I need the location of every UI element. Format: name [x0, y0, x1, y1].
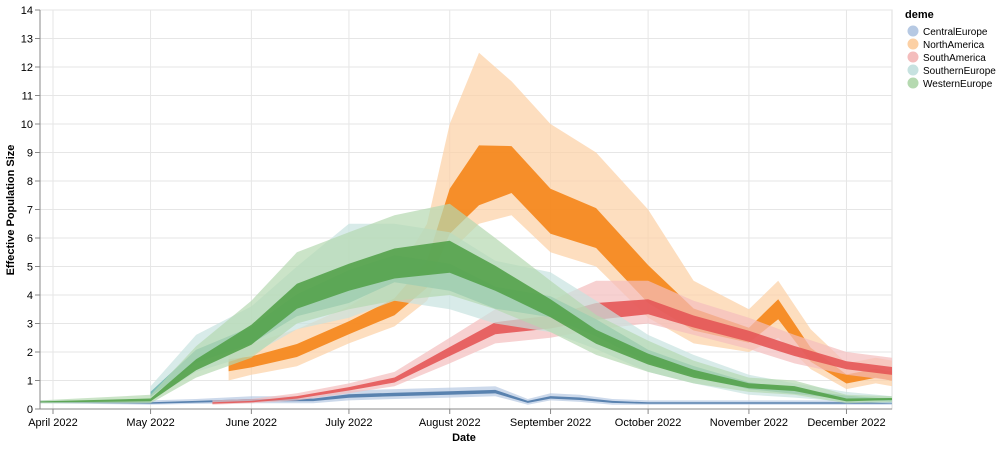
- x-tick-label: May 2022: [126, 417, 174, 429]
- x-tick-label: December 2022: [807, 417, 885, 429]
- legend: deme CentralEurope NorthAmerica SouthAmeri…: [905, 9, 996, 90]
- legend-label-south-america: SouthAmerica: [923, 53, 986, 64]
- western-europe-inner-band: [40, 240, 892, 403]
- legend-label-north-america: NorthAmerica: [923, 40, 985, 51]
- y-tick-label: 9: [27, 148, 33, 160]
- y-tick-label: 0: [27, 404, 33, 416]
- legend-symbol-north-america: [907, 38, 919, 50]
- y-tick-label: 13: [21, 34, 33, 46]
- y-tick-label: 11: [22, 91, 33, 103]
- legend-symbol-western-europe: [907, 77, 919, 89]
- series-western-europe: [40, 203, 892, 404]
- south-america-outer-band: [212, 280, 892, 405]
- y-tick-label: 10: [21, 119, 33, 131]
- x-tick-label: April 2022: [28, 417, 78, 429]
- legend-title: deme: [905, 9, 934, 21]
- legend-symbol-central-europe: [907, 25, 919, 37]
- y-tick-label: 1: [27, 376, 33, 388]
- legend-label-southern-europe: SouthernEurope: [923, 66, 996, 77]
- x-tick-label: June 2022: [226, 417, 277, 429]
- legend-label-central-europe: CentralEurope: [923, 27, 988, 38]
- x-tick-label: August 2022: [419, 417, 481, 429]
- y-tick-label: 7: [27, 205, 33, 217]
- x-tick-label: July 2022: [325, 417, 372, 429]
- y-axis-title: Effective Population Size: [5, 145, 17, 276]
- legend-symbol-south-america: [907, 51, 919, 63]
- series-south-america: [212, 280, 892, 405]
- x-tick-label: October 2022: [615, 417, 682, 429]
- y-tick-label: 2: [27, 347, 33, 359]
- plot-area: [40, 52, 893, 405]
- x-tick-label: September 2022: [510, 417, 591, 429]
- y-tick-label: 14: [21, 5, 33, 17]
- western-europe-outer-band: [40, 203, 892, 404]
- x-axis-title: Date: [452, 432, 476, 444]
- y-tick-label: 8: [27, 176, 33, 188]
- y-tick-label: 3: [27, 319, 33, 331]
- y-tick-label: 12: [21, 62, 33, 74]
- legend-symbol-southern-europe: [907, 64, 919, 76]
- y-tick-label: 4: [27, 290, 33, 302]
- legend-label-western-europe: WesternEurope: [923, 79, 993, 90]
- south-america-inner-band: [212, 299, 892, 404]
- x-tick-label: November 2022: [710, 417, 788, 429]
- y-tick-label: 5: [27, 262, 33, 274]
- y-tick-label: 6: [27, 233, 33, 245]
